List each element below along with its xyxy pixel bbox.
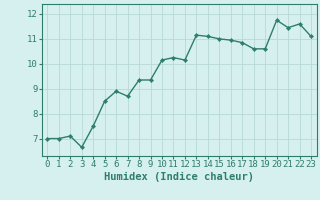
X-axis label: Humidex (Indice chaleur): Humidex (Indice chaleur) [104,172,254,182]
